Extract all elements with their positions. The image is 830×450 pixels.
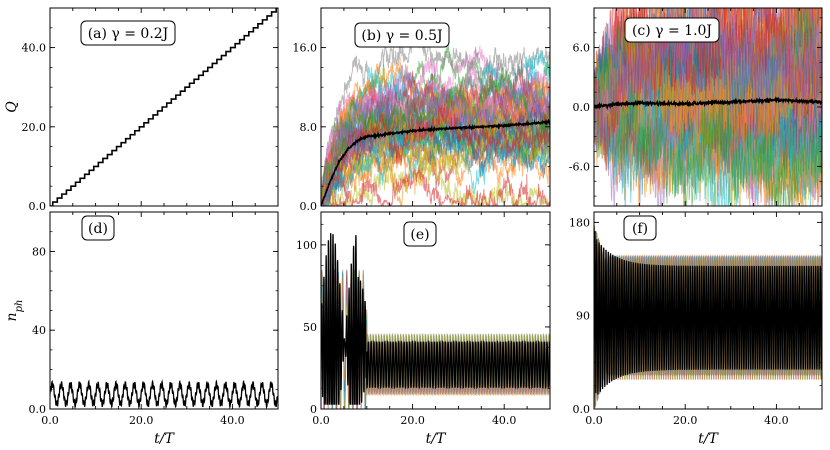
panel-e: 0.0 20.0 40.0 t/T 0 50 100 (e)	[296, 211, 551, 447]
y-tick-label: 40	[32, 324, 46, 337]
y-tick-label: 20.0	[22, 121, 47, 134]
y-tick-label: 100	[296, 239, 317, 252]
trajectory-line	[321, 64, 550, 206]
mean-curve	[321, 118, 550, 206]
y-tick-label: 0.0	[573, 101, 591, 114]
x-tick-label: 20.0	[129, 414, 154, 427]
panel-label-box	[81, 215, 115, 241]
panel-label-box	[354, 22, 450, 48]
mean-curve	[594, 230, 822, 399]
panel-d: 0.0 20.0 40.0 t/T 0.0 40 80 nph (d)	[4, 211, 279, 447]
y-tick-label: 8.0	[300, 121, 318, 134]
x-axis-label: t/T	[426, 431, 447, 447]
y-tick-label: 0	[310, 403, 317, 416]
y-tick-label: -6.0	[569, 160, 590, 173]
plot-area-d	[50, 379, 278, 409]
panel-label: (b) γ = 0.5J	[361, 28, 442, 44]
y-tick-label: 50	[303, 321, 317, 334]
x-tick-label: 0.0	[312, 414, 330, 427]
panel-label: (a) γ = 0.2J	[88, 26, 169, 42]
x-tick-label: 40.0	[492, 414, 517, 427]
y-axis-label: Q	[4, 101, 20, 113]
y-tick-label: 16.0	[293, 42, 318, 55]
mean-curve	[321, 233, 550, 405]
x-tick-label: 20.0	[673, 414, 698, 427]
panel-c: -6.0 0.0 6.0 (c) γ = 1.0J	[569, 7, 823, 207]
y-tick-label: 6.0	[573, 42, 591, 55]
y-tick-label: 0.0	[300, 200, 318, 213]
x-tick-label: 0.0	[41, 414, 59, 427]
plot-area-e	[321, 233, 550, 409]
panel-label: (c) γ = 1.0J	[632, 23, 712, 39]
x-tick-label: 40.0	[220, 414, 245, 427]
trajectory-line	[321, 27, 550, 206]
y-tick-label: 0.0	[29, 403, 47, 416]
panel-label-box	[623, 215, 657, 241]
panel-a: 0.0 20.0 40.0 Q (a) γ = 0.2J	[4, 7, 279, 213]
panel-label-box	[80, 20, 176, 46]
plot-area-a	[50, 8, 278, 206]
x-tick-label: 20.0	[400, 414, 425, 427]
mean-curve	[594, 96, 822, 111]
trajectory-line	[321, 165, 550, 206]
trajectory-line	[594, 43, 822, 206]
x-tick-label: 0.0	[585, 414, 603, 427]
y-tick-label: 80	[32, 245, 46, 258]
x-axis-label: t/T	[154, 431, 175, 447]
y-tick-label: 90	[576, 310, 590, 323]
y-axis-label: nph	[4, 300, 25, 322]
plot-area-c	[594, 8, 822, 206]
panel-label-box	[624, 17, 720, 43]
panel-label-box	[403, 221, 437, 247]
y-tick-label: 180	[569, 216, 590, 229]
plot-area-f	[594, 224, 822, 409]
axes-frame	[49, 211, 279, 410]
x-axis-label: t/T	[698, 431, 719, 447]
panel-label: (d)	[88, 221, 108, 237]
trajectory-line	[594, 8, 822, 145]
panel-label: (e)	[410, 227, 429, 243]
mean-curve	[50, 8, 278, 206]
y-tick-label: 0.0	[573, 403, 591, 416]
y-tick-label: 40.0	[22, 42, 47, 55]
mean-curve	[50, 379, 278, 409]
trajectory-line	[321, 155, 550, 206]
panel-b: 0.0 8.0 16.0 (b) γ = 0.5J	[293, 7, 551, 213]
y-tick-label: 0.0	[29, 200, 47, 213]
panel-f: 0.0 20.0 40.0 t/T 0.0 90 180 (f)	[569, 211, 823, 447]
plot-area-b	[321, 27, 550, 206]
x-tick-label: 40.0	[764, 414, 789, 427]
panel-label: (f)	[632, 221, 648, 237]
